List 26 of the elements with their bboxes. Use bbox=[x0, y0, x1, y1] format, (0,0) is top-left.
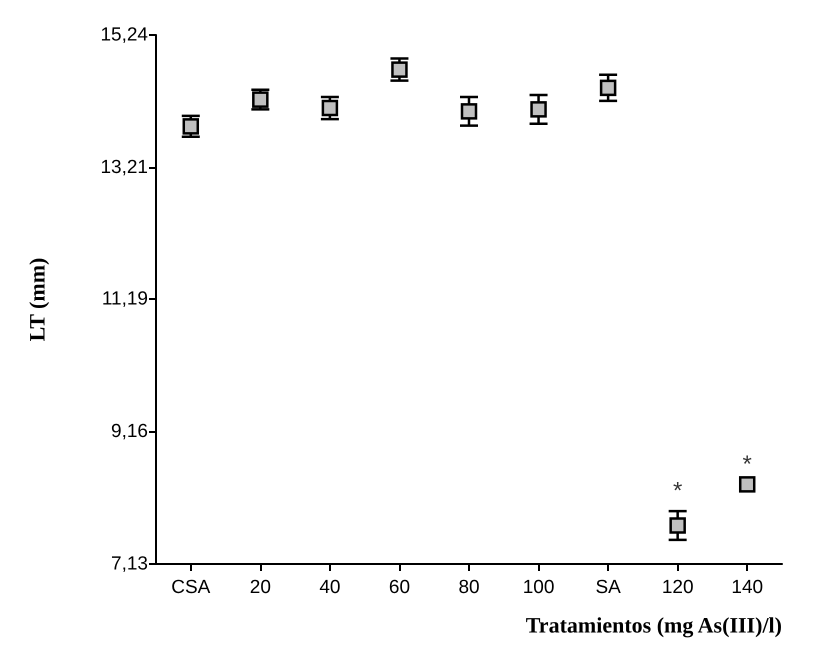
x-tick-label: 120 bbox=[662, 577, 694, 598]
point bbox=[669, 517, 686, 534]
x-tick-label: 100 bbox=[522, 577, 554, 598]
x-tick-label: 80 bbox=[458, 577, 480, 598]
point bbox=[322, 100, 338, 116]
x-tick-label: 20 bbox=[250, 577, 271, 598]
x-tick-label: 140 bbox=[731, 577, 764, 598]
point bbox=[530, 101, 547, 118]
x-tick-label: 60 bbox=[388, 577, 410, 598]
point bbox=[600, 80, 616, 96]
annotation: * bbox=[672, 478, 682, 505]
x-tick-label: 40 bbox=[319, 577, 340, 598]
x-tick-label: CSA bbox=[171, 577, 211, 598]
y-tick-label: 13,21 bbox=[100, 156, 148, 178]
annotation: * bbox=[742, 450, 752, 478]
point bbox=[391, 61, 408, 78]
point bbox=[182, 118, 200, 135]
x-axis-title: Tratamientos (mg As(III)/l) bbox=[526, 612, 782, 638]
y-tick-label: 9,16 bbox=[111, 421, 148, 442]
y-tick-label: 15,24 bbox=[100, 24, 148, 46]
y-axis-title: LT (mm) bbox=[24, 258, 50, 342]
y-tick-label: 11,19 bbox=[102, 288, 148, 310]
point bbox=[738, 476, 756, 493]
y-tick-label: 7,13 bbox=[111, 554, 148, 574]
x-tick-label: SA bbox=[595, 577, 622, 598]
point bbox=[460, 103, 478, 120]
